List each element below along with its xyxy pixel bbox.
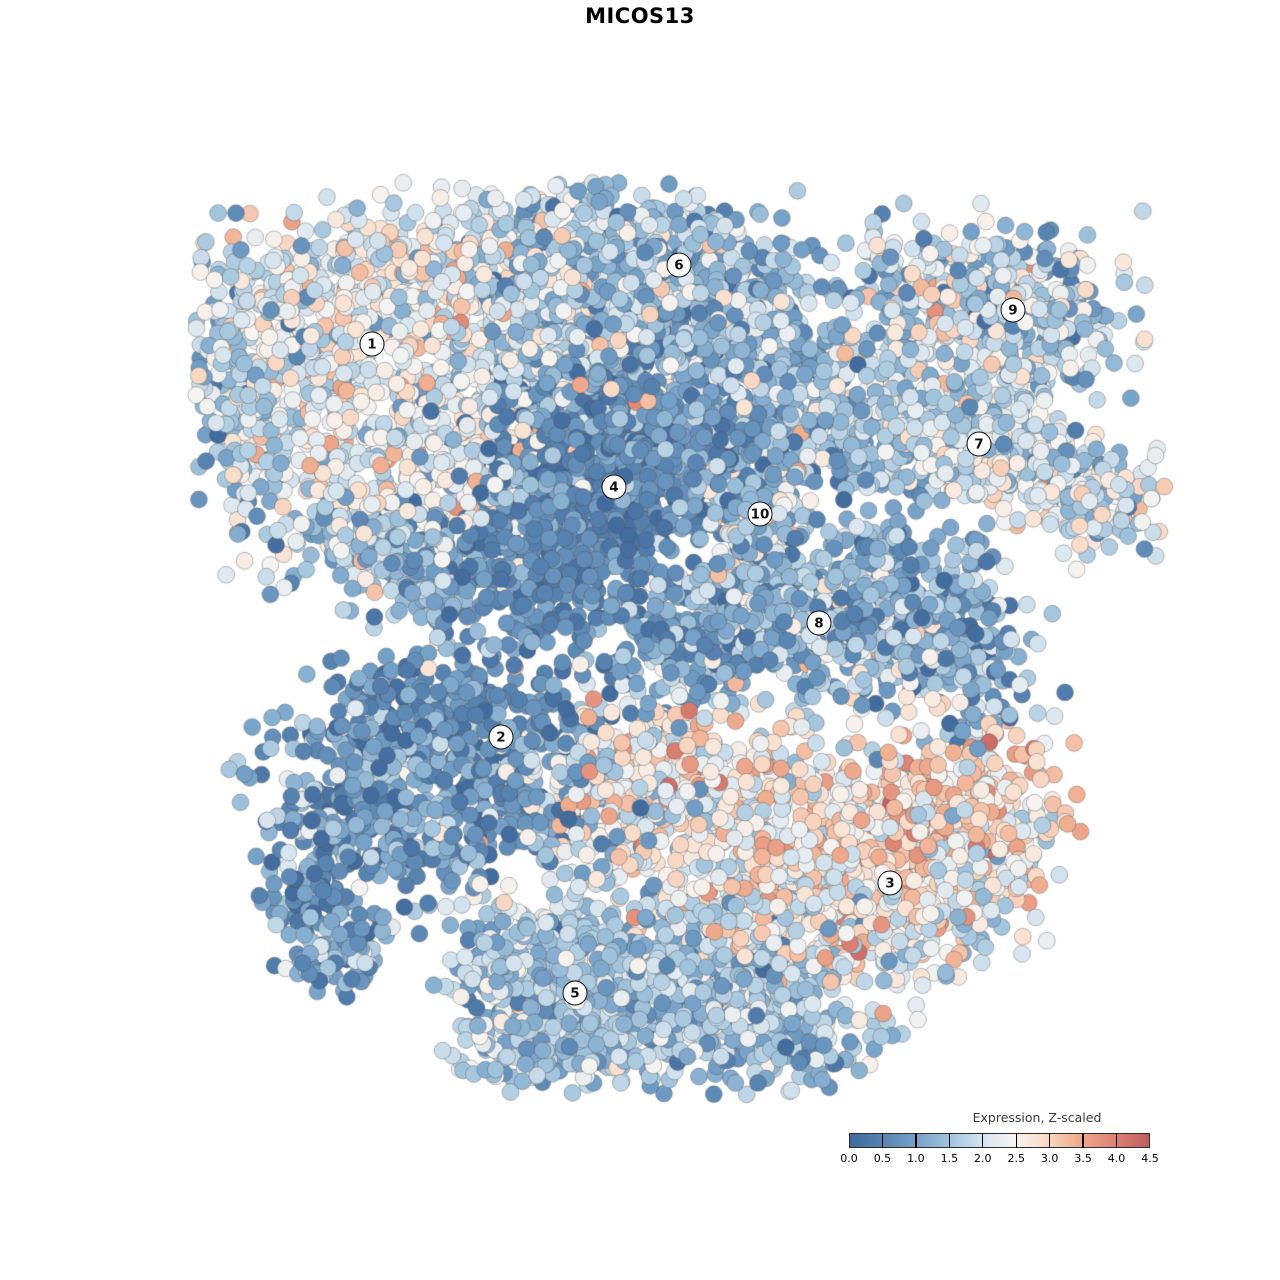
colorbar-tick-label: 2.0 xyxy=(974,1152,992,1165)
colorbar-tick-label: 4.5 xyxy=(1141,1152,1159,1165)
colorbar-tick-label: 0.5 xyxy=(873,1152,892,1165)
colorbar-tick xyxy=(1082,1133,1084,1148)
cluster-label-8: 8 xyxy=(806,610,832,636)
colorbar-tick xyxy=(1015,1133,1017,1148)
legend-title: Expression, Z-scaled xyxy=(972,1110,1102,1125)
cluster-label-5: 5 xyxy=(562,980,588,1006)
cluster-label-3: 3 xyxy=(877,870,903,896)
colorbar-tick xyxy=(948,1133,951,1148)
cluster-label-6: 6 xyxy=(666,252,692,278)
cluster-label-2: 2 xyxy=(488,724,514,750)
colorbar-tick xyxy=(1048,1133,1051,1148)
colorbar-tick xyxy=(1115,1133,1118,1148)
cluster-label-4: 4 xyxy=(601,474,627,500)
cluster-label-1: 1 xyxy=(359,331,385,357)
colorbar-tick-label: 3.5 xyxy=(1074,1152,1092,1165)
colorbar-tick xyxy=(982,1133,984,1148)
cluster-label-10: 10 xyxy=(747,501,773,527)
colorbar-tick-label: 3.0 xyxy=(1040,1152,1059,1165)
colorbar-tick-label: 0.0 xyxy=(840,1152,858,1165)
colorbar-tick-label: 2.5 xyxy=(1007,1152,1025,1165)
colorbar-tick xyxy=(881,1133,884,1148)
cluster-label-9: 9 xyxy=(1000,297,1026,323)
colorbar-tick-label: 4.0 xyxy=(1107,1152,1126,1165)
cluster-label-7: 7 xyxy=(966,431,992,457)
colorbar-tick-label: 1.0 xyxy=(907,1152,925,1165)
colorbar xyxy=(849,1133,1150,1148)
colorbar-tick xyxy=(915,1133,917,1148)
colorbar-tick-label: 1.5 xyxy=(940,1152,959,1165)
